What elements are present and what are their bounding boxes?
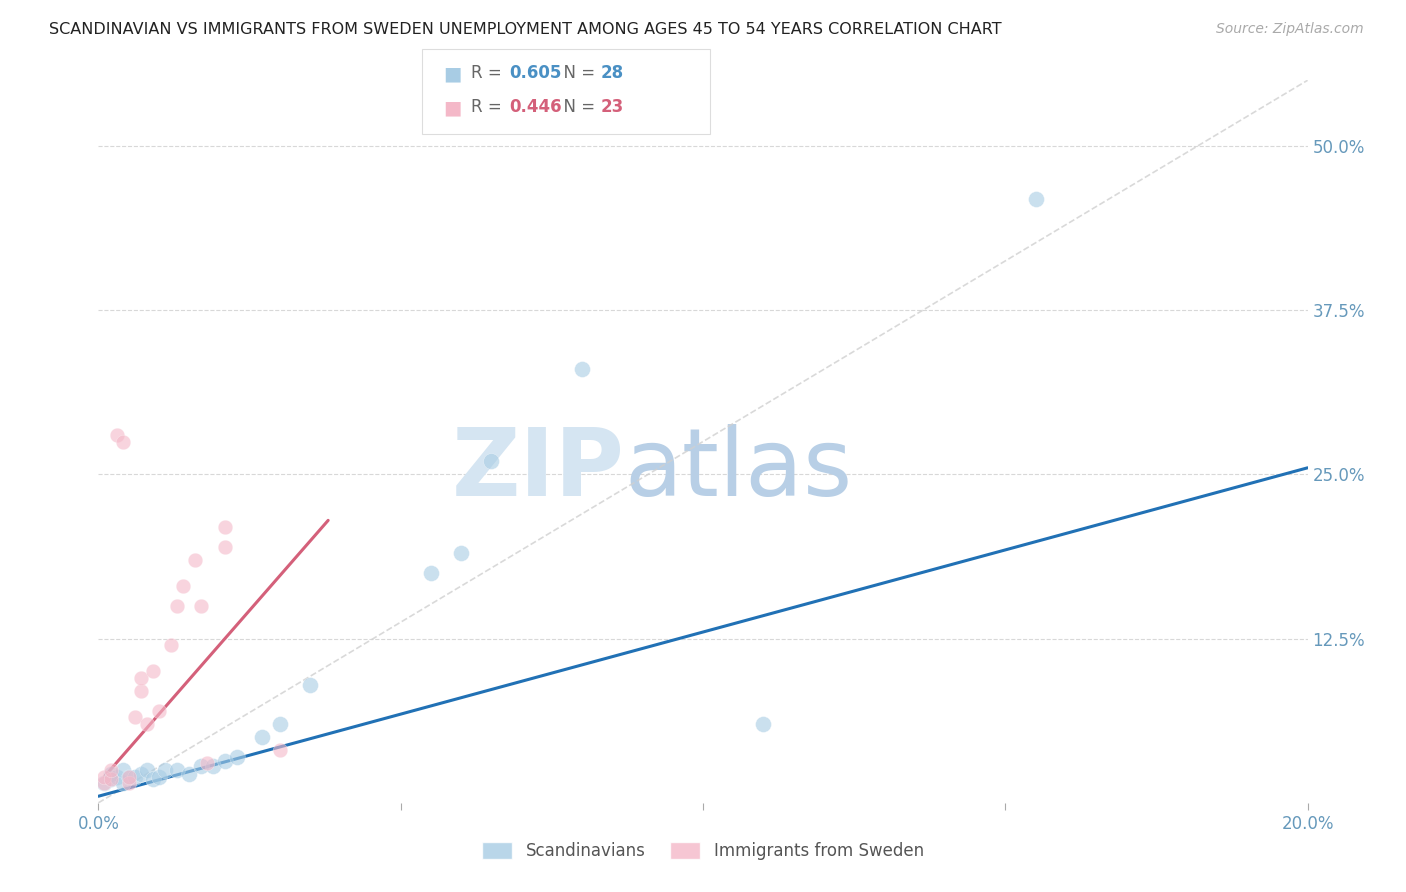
Point [111, 763, 134, 777]
Point [135, 763, 157, 777]
Point [190, 599, 212, 613]
Point [105, 770, 128, 784]
Point [105, 428, 128, 442]
Point [111, 434, 134, 449]
Point [184, 553, 207, 567]
Point [118, 776, 141, 790]
Point [111, 776, 134, 790]
Point [166, 599, 188, 613]
Point [269, 743, 291, 757]
Point [118, 770, 141, 784]
Text: R =: R = [471, 98, 508, 116]
Point [299, 677, 322, 691]
Text: 0.446: 0.446 [509, 98, 561, 116]
Text: ■: ■ [443, 64, 461, 83]
Point [166, 763, 188, 777]
Point [142, 772, 165, 786]
Point [148, 704, 170, 718]
Point [190, 759, 212, 773]
Point [420, 566, 443, 580]
Text: 23: 23 [600, 98, 624, 116]
Point [202, 759, 225, 773]
Text: SCANDINAVIAN VS IMMIGRANTS FROM SWEDEN UNEMPLOYMENT AMONG AGES 45 TO 54 YEARS CO: SCANDINAVIAN VS IMMIGRANTS FROM SWEDEN U… [49, 22, 1002, 37]
Text: atlas: atlas [624, 425, 852, 516]
Point [100, 763, 122, 777]
Point [142, 665, 165, 679]
Point [214, 540, 236, 554]
Text: N =: N = [553, 98, 600, 116]
Point [481, 454, 503, 468]
Legend: Scandinavians, Immigrants from Sweden: Scandinavians, Immigrants from Sweden [475, 835, 931, 867]
Point [124, 710, 146, 724]
Point [100, 772, 122, 786]
Point [226, 749, 249, 764]
Point [172, 579, 194, 593]
Point [450, 546, 472, 560]
Point [269, 717, 291, 731]
Text: N =: N = [553, 64, 600, 82]
Point [93, 776, 115, 790]
Point [118, 770, 141, 784]
Point [1024, 192, 1046, 206]
Point [129, 684, 152, 698]
Point [148, 770, 170, 784]
Point [129, 671, 152, 685]
Point [124, 770, 146, 784]
Point [100, 772, 122, 786]
Point [752, 717, 775, 731]
Text: 28: 28 [600, 64, 623, 82]
Point [153, 763, 176, 777]
Point [135, 717, 157, 731]
Point [571, 362, 593, 376]
Point [195, 756, 218, 771]
Point [160, 638, 183, 652]
Point [129, 767, 152, 781]
Text: R =: R = [471, 64, 508, 82]
Text: Source: ZipAtlas.com: Source: ZipAtlas.com [1216, 22, 1364, 37]
Text: ■: ■ [443, 98, 461, 117]
Point [179, 767, 201, 781]
Text: 0.605: 0.605 [509, 64, 561, 82]
Point [214, 754, 236, 768]
Point [93, 776, 115, 790]
Point [214, 520, 236, 534]
Text: ZIP: ZIP [451, 425, 624, 516]
Point [93, 770, 115, 784]
Point [250, 730, 273, 744]
Point [100, 767, 122, 781]
